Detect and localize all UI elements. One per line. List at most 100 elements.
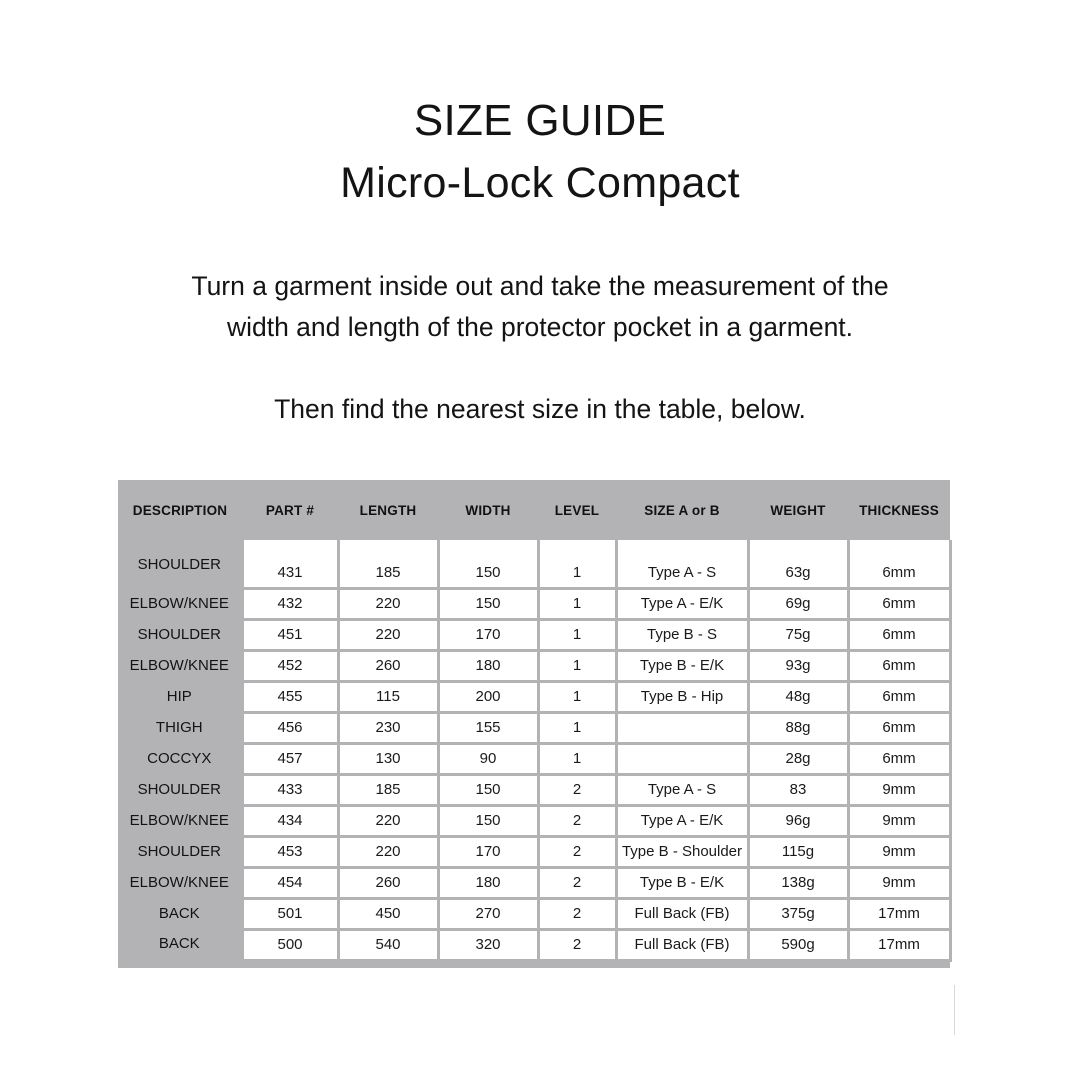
table-row: ELBOW/KNEE 454 260 180 2 Type B - E/K 138g 9mm bbox=[118, 865, 952, 898]
page-title: SIZE GUIDE bbox=[413, 96, 667, 145]
column-header-thickness: THICKNESS bbox=[848, 480, 950, 540]
cell-size-type: Full Back (FB) bbox=[614, 927, 750, 962]
cell-thickness: 17mm bbox=[846, 896, 952, 929]
size-table-container: DESCRIPTION PART # LENGTH WIDTH LEVEL SI… bbox=[118, 480, 952, 968]
cell-description: THIGH bbox=[118, 712, 242, 743]
cell-thickness: 9mm bbox=[846, 772, 952, 805]
cell-part-number: 434 bbox=[240, 803, 340, 836]
cell-level: 2 bbox=[536, 834, 618, 867]
table-row: SHOULDER 453 220 170 2 Type B - Shoulder 115g 9… bbox=[118, 834, 952, 867]
cell-size-type: Type A - E/K bbox=[614, 586, 750, 619]
table-header: DESCRIPTION PART # LENGTH WIDTH LEVEL SI… bbox=[118, 480, 950, 540]
column-header-description: DESCRIPTION bbox=[118, 480, 242, 540]
table-bottom-strip bbox=[118, 961, 950, 968]
column-header-level: LEVEL bbox=[538, 480, 616, 540]
table-row: ELBOW/KNEE 432 220 150 1 Type A - E/K 69g 6mm bbox=[118, 586, 952, 619]
cell-weight: 96g bbox=[746, 803, 850, 836]
cell-description: SHOULDER bbox=[118, 774, 242, 805]
instruction-line-1: Turn a garment inside out and take the m… bbox=[191, 271, 889, 301]
cell-level: 1 bbox=[536, 617, 618, 650]
cell-part-number: 451 bbox=[240, 617, 340, 650]
cell-width: 180 bbox=[436, 865, 540, 898]
cell-thickness: 6mm bbox=[846, 540, 952, 588]
cell-size-type: Type A - S bbox=[614, 540, 750, 588]
cell-width: 170 bbox=[436, 617, 540, 650]
cell-description: BACK bbox=[118, 929, 242, 962]
cell-size-type: Type A - S bbox=[614, 772, 750, 805]
cell-weight: 69g bbox=[746, 586, 850, 619]
cell-length: 450 bbox=[336, 896, 440, 929]
cell-description: SHOULDER bbox=[118, 540, 242, 588]
cell-size-type: Full Back (FB) bbox=[614, 896, 750, 929]
cell-thickness: 9mm bbox=[846, 803, 952, 836]
cell-part-number: 456 bbox=[240, 710, 340, 743]
cell-weight: 115g bbox=[746, 834, 850, 867]
cell-level: 2 bbox=[536, 803, 618, 836]
column-header-length: LENGTH bbox=[338, 480, 438, 540]
cell-weight: 375g bbox=[746, 896, 850, 929]
cell-weight: 48g bbox=[746, 679, 850, 712]
page-header: SIZE GUIDE Micro-Lock Compact bbox=[0, 0, 1080, 214]
table-row: ELBOW/KNEE 434 220 150 2 Type A - E/K 96g 9mm bbox=[118, 803, 952, 836]
cell-length: 220 bbox=[336, 803, 440, 836]
cell-thickness: 9mm bbox=[846, 865, 952, 898]
cell-length: 130 bbox=[336, 741, 440, 774]
instruction-line-3: Then find the nearest size in the table,… bbox=[274, 394, 806, 424]
cell-width: 320 bbox=[436, 927, 540, 962]
cell-weight: 138g bbox=[746, 865, 850, 898]
cell-level: 2 bbox=[536, 896, 618, 929]
table-row: ELBOW/KNEE 452 260 180 1 Type B - E/K 93g 6mm bbox=[118, 648, 952, 681]
cell-part-number: 433 bbox=[240, 772, 340, 805]
paragraph-spacer bbox=[0, 348, 1080, 389]
cell-width: 270 bbox=[436, 896, 540, 929]
cell-width: 155 bbox=[436, 710, 540, 743]
cell-thickness: 9mm bbox=[846, 834, 952, 867]
table-row: HIP 455 115 200 1 Type B - Hip 48g 6mm bbox=[118, 679, 952, 712]
page-edge-artifact bbox=[954, 985, 955, 1035]
cell-weight: 93g bbox=[746, 648, 850, 681]
cell-level: 1 bbox=[536, 710, 618, 743]
cell-part-number: 455 bbox=[240, 679, 340, 712]
cell-thickness: 6mm bbox=[846, 710, 952, 743]
instruction-line-2: width and length of the protector pocket… bbox=[226, 312, 854, 342]
cell-part-number: 454 bbox=[240, 865, 340, 898]
page-subtitle: Micro-Lock Compact bbox=[340, 159, 740, 207]
column-header-part: PART # bbox=[242, 480, 338, 540]
cell-length: 220 bbox=[336, 834, 440, 867]
cell-length: 540 bbox=[336, 927, 440, 962]
table-row: SHOULDER 433 185 150 2 Type A - S 83 9mm bbox=[118, 772, 952, 805]
table-row: BACK 501 450 270 2 Full Back (FB) 375g 17mm bbox=[118, 896, 952, 929]
cell-width: 90 bbox=[436, 741, 540, 774]
cell-width: 150 bbox=[436, 540, 540, 588]
cell-width: 150 bbox=[436, 772, 540, 805]
table-row: SHOULDER 431 185 150 1 Type A - S 63g 6mm bbox=[118, 540, 952, 588]
cell-length: 230 bbox=[336, 710, 440, 743]
cell-size-type: Type B - S bbox=[614, 617, 750, 650]
cell-size-type bbox=[614, 741, 750, 774]
cell-size-type: Type B - Hip bbox=[614, 679, 750, 712]
cell-weight: 88g bbox=[746, 710, 850, 743]
table-header-row: DESCRIPTION PART # LENGTH WIDTH LEVEL SI… bbox=[118, 480, 950, 540]
cell-weight: 590g bbox=[746, 927, 850, 962]
cell-thickness: 6mm bbox=[846, 741, 952, 774]
cell-level: 1 bbox=[536, 586, 618, 619]
cell-description: HIP bbox=[118, 681, 242, 712]
cell-weight: 28g bbox=[746, 741, 850, 774]
table-body: SHOULDER 431 185 150 1 Type A - S 63g 6mm ELBOW/… bbox=[118, 540, 952, 962]
cell-size-type: Type B - E/K bbox=[614, 648, 750, 681]
cell-width: 180 bbox=[436, 648, 540, 681]
cell-description: ELBOW/KNEE bbox=[118, 867, 242, 898]
cell-description: ELBOW/KNEE bbox=[118, 650, 242, 681]
cell-part-number: 431 bbox=[240, 540, 340, 588]
cell-description: BACK bbox=[118, 898, 242, 929]
cell-size-type bbox=[614, 710, 750, 743]
cell-level: 1 bbox=[536, 648, 618, 681]
column-header-weight: WEIGHT bbox=[748, 480, 848, 540]
size-table: DESCRIPTION PART # LENGTH WIDTH LEVEL SI… bbox=[118, 480, 952, 962]
cell-thickness: 17mm bbox=[846, 927, 952, 962]
table-row: THIGH 456 230 155 1 88g 6mm bbox=[118, 710, 952, 743]
cell-level: 2 bbox=[536, 927, 618, 962]
cell-width: 170 bbox=[436, 834, 540, 867]
table-row: SHOULDER 451 220 170 1 Type B - S 75g 6mm bbox=[118, 617, 952, 650]
cell-part-number: 432 bbox=[240, 586, 340, 619]
